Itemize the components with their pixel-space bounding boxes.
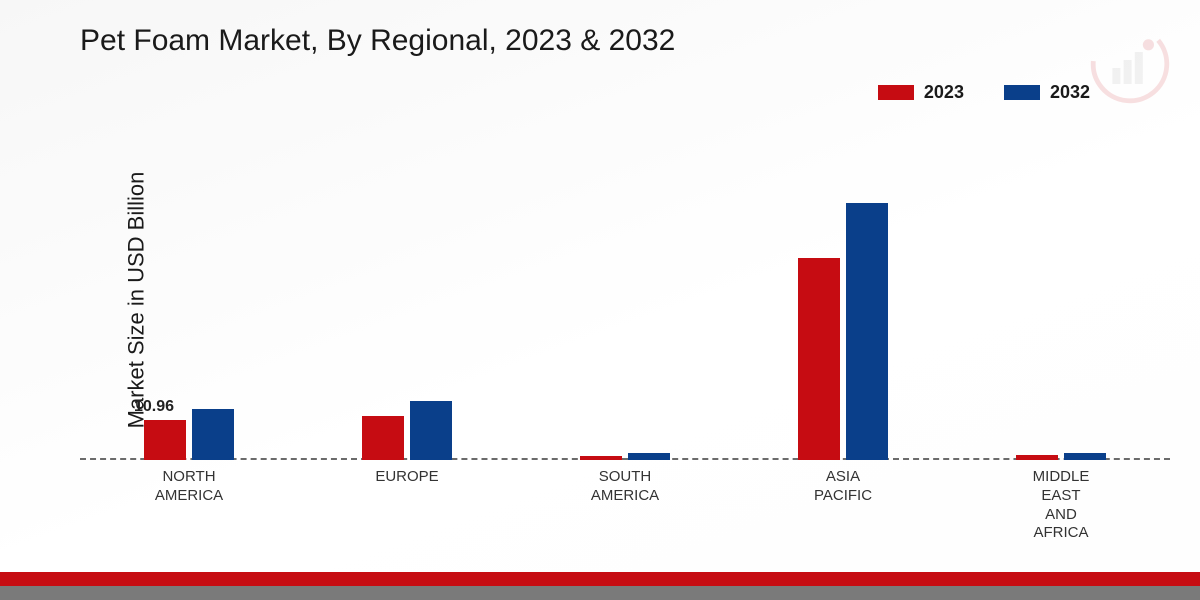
footer-stripe-red — [0, 572, 1200, 586]
plot-area: 10.96 — [80, 130, 1170, 460]
legend-item-2032: 2032 — [1004, 82, 1090, 103]
bar-group: 10.96 — [134, 409, 244, 460]
legend-item-2023: 2023 — [878, 82, 964, 103]
bar-group — [352, 401, 462, 460]
bar-groups: 10.96 — [80, 130, 1170, 460]
bar-2023 — [362, 416, 404, 460]
legend-label-2023: 2023 — [924, 82, 964, 103]
bar-2032 — [410, 401, 452, 460]
x-axis-label: MIDDLEEASTANDAFRICA — [1006, 468, 1116, 543]
bar-2032 — [846, 203, 888, 460]
footer-stripe-gray — [0, 586, 1200, 600]
bar-2023 — [580, 456, 622, 460]
legend-label-2032: 2032 — [1050, 82, 1090, 103]
watermark-logo-icon — [1090, 24, 1170, 104]
x-axis-label: NORTHAMERICA — [134, 468, 244, 543]
x-axis-labels: NORTHAMERICA EUROPE SOUTHAMERICA ASIAPACIFI… — [80, 468, 1170, 543]
legend: 2023 2032 — [878, 82, 1090, 103]
bar-group — [570, 453, 680, 460]
x-axis-label: ASIAPACIFIC — [788, 468, 898, 543]
bar-group — [788, 203, 898, 460]
bar-2023 — [1016, 455, 1058, 460]
bar-2023 — [798, 258, 840, 460]
bar-2032 — [628, 453, 670, 460]
bar-2032 — [192, 409, 234, 460]
x-axis-label: EUROPE — [352, 468, 462, 543]
legend-swatch-2032 — [1004, 85, 1040, 100]
x-axis-label: SOUTHAMERICA — [570, 468, 680, 543]
bar-2023 — [144, 420, 186, 460]
bar-value-label: 10.96 — [134, 398, 174, 416]
bar-2032 — [1064, 453, 1106, 460]
legend-swatch-2023 — [878, 85, 914, 100]
chart-card: Pet Foam Market, By Regional, 2023 & 203… — [0, 0, 1200, 600]
chart-title: Pet Foam Market, By Regional, 2023 & 203… — [80, 24, 675, 58]
bar-group — [1006, 453, 1116, 460]
